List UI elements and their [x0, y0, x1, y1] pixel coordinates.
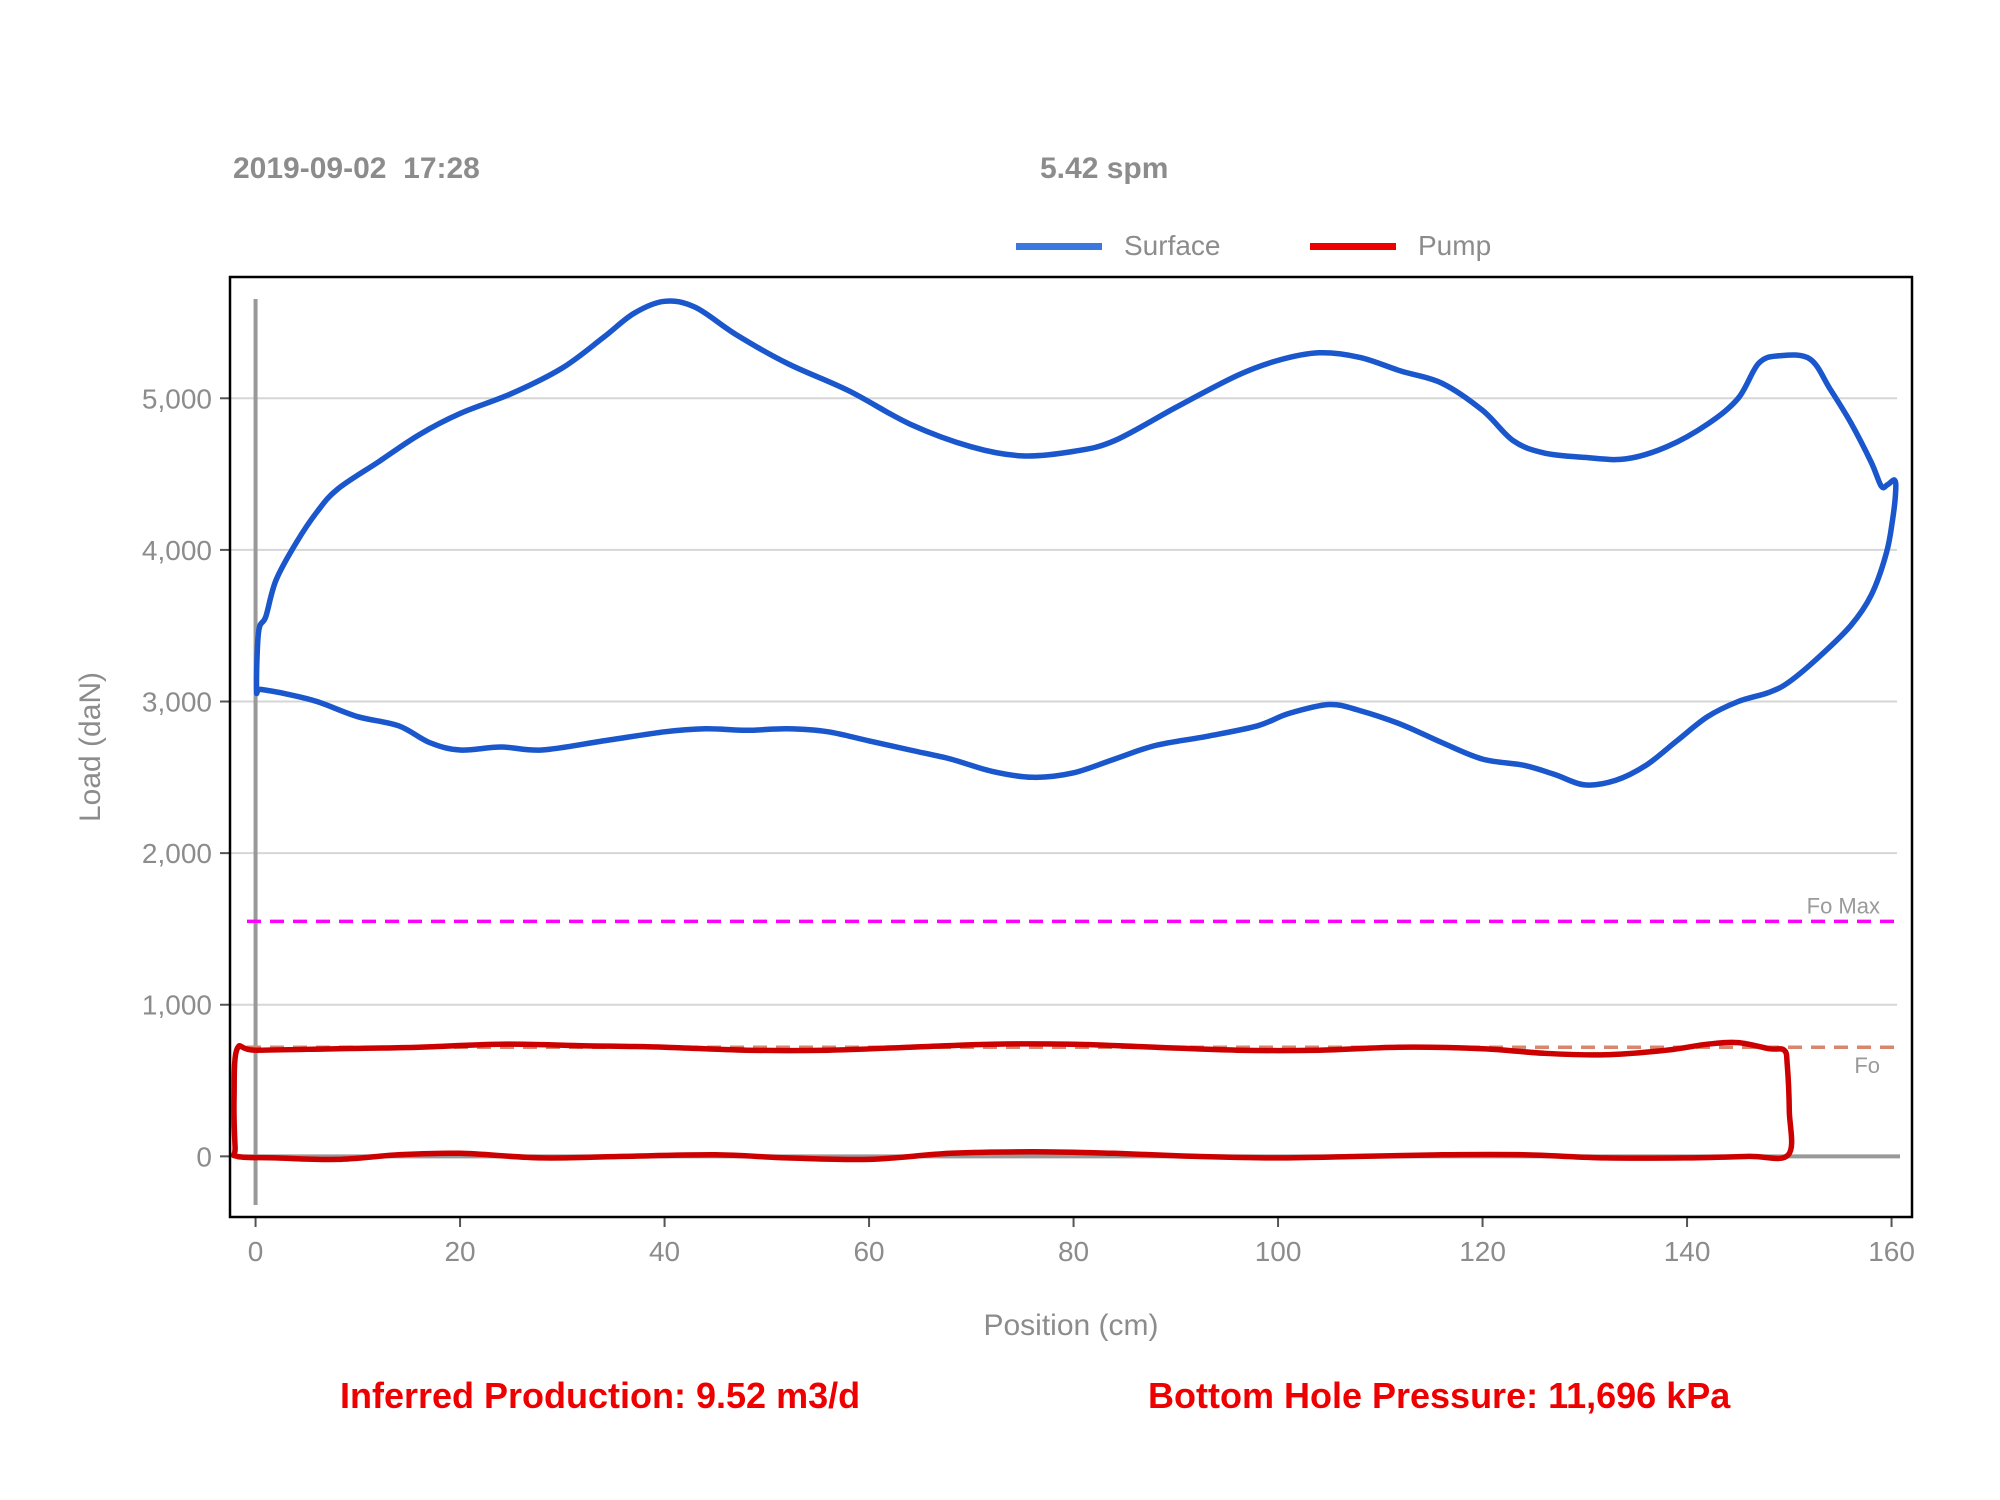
y-tick-label: 4,000 [142, 535, 212, 566]
x-tick-label: 0 [248, 1236, 264, 1267]
legend-swatch-pump [1310, 242, 1396, 250]
y-tick-label: 1,000 [142, 990, 212, 1021]
y-tick-label: 2,000 [142, 838, 212, 869]
reference-lines: Fo Max Fo [247, 893, 1900, 1078]
reference-line-label: Fo Max [1807, 893, 1880, 918]
series-line-surface [253, 298, 1899, 788]
gridlines [230, 397, 1897, 1006]
date-label: 2019-09-02 [233, 152, 387, 185]
x-tick-label: 120 [1459, 1236, 1506, 1267]
x-tick-label: 100 [1255, 1236, 1302, 1267]
legend-label-pump: Pump [1418, 230, 1492, 261]
inferred-production-label: Inferred Production: 9.52 m3/d [340, 1375, 861, 1416]
plot-frame [228, 275, 1914, 1219]
spm-label: 5.42 spm [1040, 152, 1169, 185]
reference-line-label: Fo [1854, 1053, 1880, 1078]
bottom-hole-pressure-label: Bottom Hole Pressure: 11,696 kPa [1148, 1375, 1731, 1416]
time-label: 17:28 [403, 152, 480, 185]
x-tick-label: 40 [649, 1236, 680, 1267]
timestamp-label: 2019-09-02 17:28 [233, 152, 480, 186]
x-tick-label: 60 [853, 1236, 884, 1267]
y-tick-label: 5,000 [142, 383, 212, 414]
x-tick-label: 80 [1058, 1236, 1089, 1267]
series-lines [230, 298, 1899, 1163]
axes: 0 1,000 2,000 3,000 4,000 5,000 0 20 40 60 80 100 12… [142, 299, 1915, 1267]
y-tick-label: 0 [196, 1141, 212, 1172]
x-tick-label: 160 [1868, 1236, 1915, 1267]
legend-label-surface: Surface [1124, 230, 1221, 261]
y-axis-label: Load (daN) [74, 672, 107, 822]
x-axis-label: Position (cm) [983, 1309, 1158, 1342]
legend-item-pump: Pump [1310, 226, 1491, 266]
legend-swatch-surface [1016, 242, 1102, 250]
y-tick-label: 3,000 [142, 687, 212, 718]
x-tick-label: 20 [444, 1236, 475, 1267]
legend-item-surface: Surface [1016, 226, 1221, 266]
series-line-pump [230, 1039, 1795, 1163]
x-tick-label: 140 [1664, 1236, 1711, 1267]
